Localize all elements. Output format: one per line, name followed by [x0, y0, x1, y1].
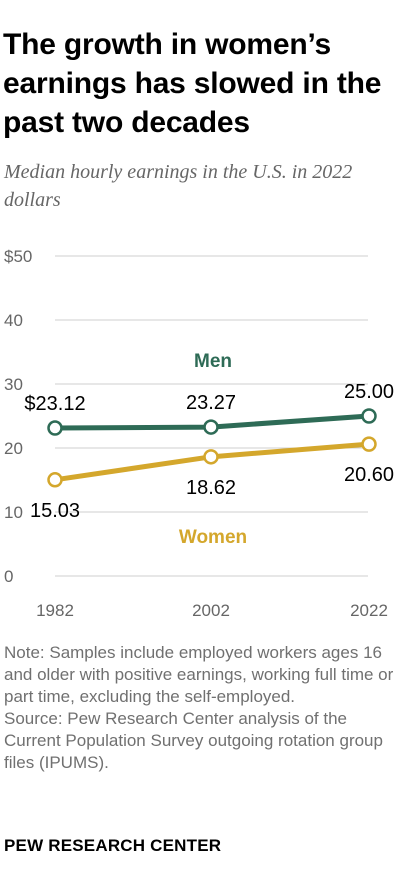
series-name-label: Men: [194, 351, 232, 372]
data-point-women: [203, 449, 219, 465]
data-point-women: [361, 436, 377, 452]
data-label: 20.60: [344, 464, 394, 486]
data-point-men: [47, 420, 63, 436]
line-chart: $50 40 30 20 10 0 1982 2002 2022 $23.12 23.27 25.0…: [4, 247, 394, 620]
y-tick-label: 20: [4, 439, 23, 458]
data-label: 15.03: [30, 500, 80, 522]
gridlines: $50 40 30 20 10 0 1982 2002 2022: [4, 247, 388, 620]
chart-notes: Note: Samples include employed workers a…: [4, 642, 396, 774]
org-logo-text: PEW RESEARCH CENTER: [4, 836, 222, 855]
y-tick-label: 30: [4, 375, 23, 394]
x-tick-label: 2002: [192, 601, 230, 620]
data-point-men: [361, 408, 377, 424]
y-tick-label: 40: [4, 311, 23, 330]
y-tick-label: 10: [4, 503, 23, 522]
y-tick-label: 0: [4, 567, 13, 586]
chart-subtitle: Median hourly earnings in the U.S. in 20…: [4, 161, 353, 211]
source-text: Source: Pew Research Center analysis of …: [4, 709, 383, 772]
data-labels: $23.12 23.27 25.00 Men 15.03 18.62 20.60 Women: [24, 351, 394, 548]
x-tick-label: 2022: [350, 601, 388, 620]
x-tick-label: 1982: [36, 601, 74, 620]
y-tick-label: $50: [4, 247, 32, 266]
data-label: 18.62: [186, 477, 236, 499]
data-label: $23.12: [24, 393, 85, 415]
data-point-women: [47, 472, 63, 488]
series-lines: [47, 408, 377, 488]
data-label: 23.27: [186, 392, 236, 414]
series-name-label: Women: [179, 527, 247, 548]
note-text: Note: Samples include employed workers a…: [4, 643, 394, 706]
data-point-men: [203, 419, 219, 435]
chart-title: The growth in women’s earnings has slowe…: [3, 28, 382, 139]
data-label: 25.00: [344, 381, 394, 403]
